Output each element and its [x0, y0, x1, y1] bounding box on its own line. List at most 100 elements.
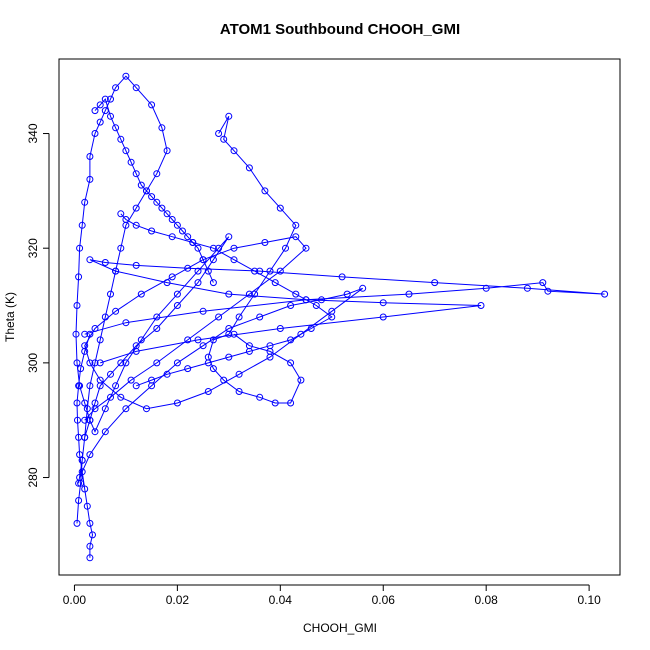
data-point	[86, 416, 94, 424]
data-point	[209, 365, 217, 373]
data-point	[89, 531, 96, 539]
plot-frame	[58, 58, 621, 576]
data-point	[194, 267, 202, 275]
data-point	[199, 307, 207, 315]
chart-title: ATOM1 Southbound CHOOH_GMI	[220, 21, 460, 38]
series-line-4	[76, 334, 94, 558]
data-point	[153, 313, 161, 321]
data-point	[163, 147, 171, 155]
series-line-1	[79, 236, 363, 478]
data-point	[276, 267, 284, 275]
data-point	[297, 376, 305, 384]
data-point	[343, 290, 351, 298]
data-point	[83, 502, 91, 510]
data-point	[81, 485, 89, 493]
data-point	[215, 313, 223, 321]
data-point	[96, 359, 104, 367]
data-point	[153, 198, 161, 206]
data-point	[235, 388, 243, 395]
data-point	[101, 259, 109, 266]
x-tick-label: 0.08	[475, 593, 499, 607]
data-point	[112, 307, 120, 315]
data-point	[251, 267, 259, 275]
data-point	[235, 370, 243, 378]
data-point	[78, 456, 86, 464]
data-point	[184, 336, 192, 344]
data-point	[73, 519, 81, 527]
data-point	[83, 405, 91, 413]
data-point	[251, 290, 259, 298]
series-line-3	[207, 116, 302, 404]
data-point	[168, 273, 176, 281]
data-point	[230, 256, 238, 264]
data-point	[230, 244, 238, 252]
data-point	[266, 342, 274, 350]
data-point	[148, 101, 156, 109]
data-point	[405, 290, 413, 298]
data-point	[137, 336, 145, 344]
data-point	[307, 325, 315, 332]
data-point	[117, 210, 125, 218]
data-point	[225, 112, 233, 120]
data-point	[112, 382, 120, 390]
data-point	[220, 135, 228, 143]
data-point	[86, 519, 94, 527]
series-line-6	[120, 213, 333, 387]
data-point	[73, 359, 81, 367]
data-point	[276, 325, 284, 332]
data-point	[78, 468, 86, 476]
data-point	[523, 284, 531, 292]
data-point	[127, 158, 135, 166]
data-point	[101, 405, 109, 413]
data-point	[297, 330, 305, 338]
data-point	[204, 267, 212, 275]
data-point	[482, 284, 490, 292]
data-point	[163, 210, 171, 218]
y-tick-label: 340	[26, 123, 40, 143]
data-point	[379, 313, 387, 321]
data-point	[76, 244, 84, 252]
data-point	[189, 239, 197, 246]
data-point	[107, 290, 114, 298]
data-point	[194, 336, 202, 344]
data-point	[75, 273, 83, 281]
data-point	[312, 302, 320, 309]
data-point	[107, 393, 114, 401]
data-point	[122, 359, 130, 367]
data-point	[86, 330, 94, 338]
data-point	[132, 170, 140, 178]
data-point	[122, 216, 130, 223]
y-axis-label: Theta (K)	[3, 292, 17, 342]
data-point	[544, 287, 552, 295]
data-point	[194, 279, 202, 287]
data-point	[287, 399, 295, 407]
data-point	[86, 175, 94, 183]
data-point	[225, 353, 233, 361]
data-point	[245, 290, 253, 298]
data-point	[107, 112, 114, 120]
x-axis: 0.00 0.02 0.04 0.06 0.08 0.10	[63, 584, 601, 607]
data-point	[75, 497, 83, 504]
data-point	[117, 359, 125, 367]
data-point	[199, 342, 207, 350]
data-point	[215, 130, 223, 137]
data-point	[122, 319, 130, 327]
data-point	[75, 382, 83, 390]
series-lines	[75, 75, 605, 558]
data-point	[199, 256, 207, 264]
data-point	[81, 399, 89, 407]
data-point	[209, 336, 217, 344]
data-point	[431, 279, 439, 287]
data-point	[132, 261, 140, 269]
series-line-0	[75, 75, 230, 524]
series-points	[72, 72, 609, 562]
data-point	[261, 187, 269, 195]
data-point	[96, 336, 104, 344]
data-point	[271, 279, 279, 287]
data-point	[276, 204, 284, 212]
data-point	[148, 227, 156, 235]
x-tick-label: 0.04	[269, 593, 293, 607]
data-point	[153, 325, 161, 332]
data-point	[173, 221, 181, 229]
data-point	[271, 399, 279, 407]
